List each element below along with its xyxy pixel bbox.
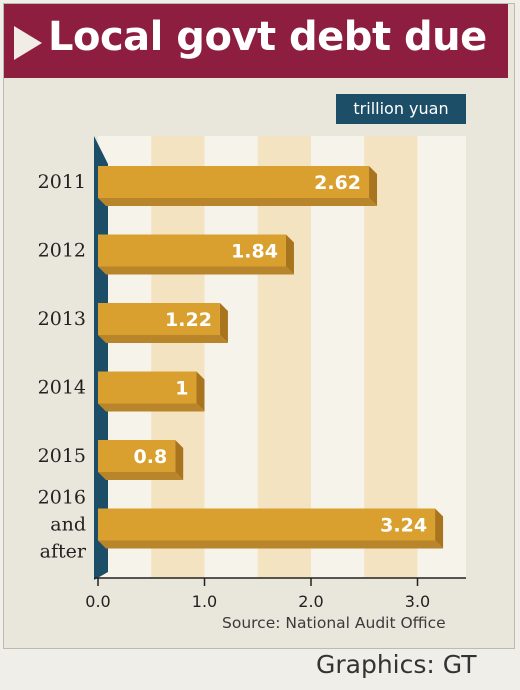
bar-bottom: [98, 335, 228, 343]
grid-band: [257, 136, 311, 578]
bar-bottom: [98, 198, 378, 206]
data-label: 0.8: [134, 446, 168, 468]
category-label-line: 2013: [38, 308, 86, 330]
grid-band: [151, 136, 205, 578]
category-label: 2013: [38, 308, 86, 330]
bar-side: [285, 234, 294, 275]
bar: [98, 303, 220, 335]
bar-bottom: [98, 403, 205, 412]
grid-band: [364, 136, 418, 578]
grid-band: [204, 136, 258, 578]
category-label-line: 2016: [38, 487, 86, 509]
bar: [98, 371, 197, 404]
graphics-credit: Graphics: GT: [316, 650, 477, 679]
bar: [98, 440, 176, 472]
bar-side: [219, 303, 228, 343]
x-tick-label: 2.0: [298, 592, 323, 611]
x-tick-label: 0.0: [85, 592, 110, 611]
category-label-line: 2012: [38, 240, 86, 262]
bar: [98, 166, 370, 198]
category-label: 2012: [38, 240, 86, 262]
category-label-line: 2011: [38, 171, 86, 193]
data-label: 1: [175, 378, 188, 400]
data-label: 3.24: [380, 515, 427, 537]
category-label-line: 2014: [38, 377, 86, 399]
data-label: 1.84: [231, 241, 278, 263]
grid-band: [417, 136, 466, 578]
category-label-line: 2015: [38, 445, 86, 467]
category-label-line: after: [40, 541, 87, 563]
x-tick-label: 1.0: [192, 592, 217, 611]
bar-side: [435, 508, 444, 549]
bar-bottom: [98, 472, 184, 480]
unit-label: trillion yuan: [336, 94, 466, 124]
chart-title: Local govt debt due: [48, 14, 487, 60]
play-arrow-icon: [14, 26, 42, 60]
source-note: Source: National Audit Office: [222, 614, 446, 632]
category-label: 2015: [38, 445, 86, 467]
bar-side: [369, 166, 378, 206]
category-label: 2016 and after: [38, 487, 87, 563]
bar: [98, 508, 436, 541]
bar-side: [196, 371, 205, 412]
title-bar: Local govt debt due: [4, 4, 508, 78]
bar-side: [175, 440, 184, 480]
category-label: 2014: [38, 377, 86, 399]
x-tick-label: 3.0: [405, 592, 430, 611]
category-label-line: and: [50, 514, 86, 536]
grid-band: [311, 136, 365, 578]
bar-bottom: [98, 266, 294, 275]
bar: [98, 234, 286, 267]
bar-bottom: [98, 540, 444, 549]
data-label: 2.62: [314, 172, 361, 194]
data-label: 1.22: [165, 309, 212, 331]
category-label: 2011: [38, 171, 86, 193]
